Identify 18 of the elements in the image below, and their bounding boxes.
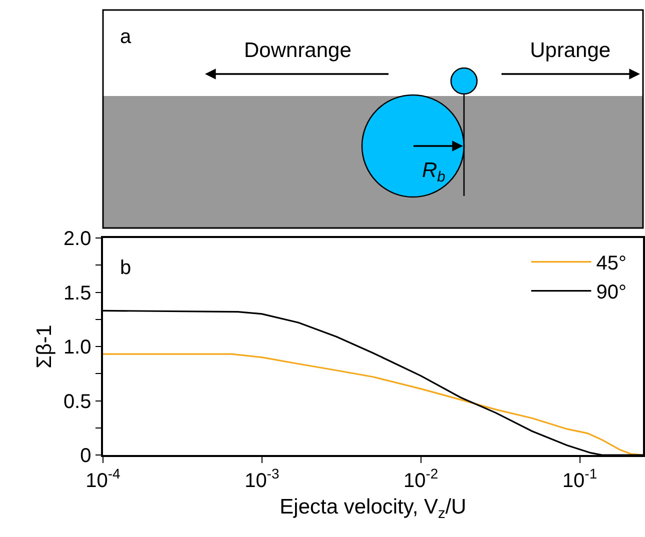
y-tick-label: 0 bbox=[80, 445, 92, 467]
legend-label: 90° bbox=[596, 282, 626, 304]
text: Downrange bbox=[244, 39, 352, 62]
legend-label: 45° bbox=[596, 252, 626, 275]
x-tick-label: 10$^{-1}$ bbox=[562, 465, 598, 492]
text: R$_{b}$ bbox=[422, 159, 446, 186]
text: a bbox=[120, 26, 132, 48]
y-tick-label: 1.5 bbox=[63, 282, 92, 304]
y-axis-title: Σβ-1 bbox=[33, 324, 56, 368]
y-tick-label: 2.0 bbox=[63, 228, 92, 250]
y-tick-label: 1.0 bbox=[63, 336, 92, 358]
x-tick-label: 10$^{-3}$ bbox=[244, 465, 280, 492]
annotation: b bbox=[120, 257, 132, 279]
y-tick-label: 0.5 bbox=[63, 390, 92, 413]
text: Uprange bbox=[530, 39, 611, 62]
x-axis-title: Ejecta velocity, V$_{z}$/U bbox=[280, 495, 466, 522]
x-tick-label: 10$^{-2}$ bbox=[403, 465, 438, 492]
x-tick-label: 10$^{-4}$ bbox=[86, 465, 121, 492]
